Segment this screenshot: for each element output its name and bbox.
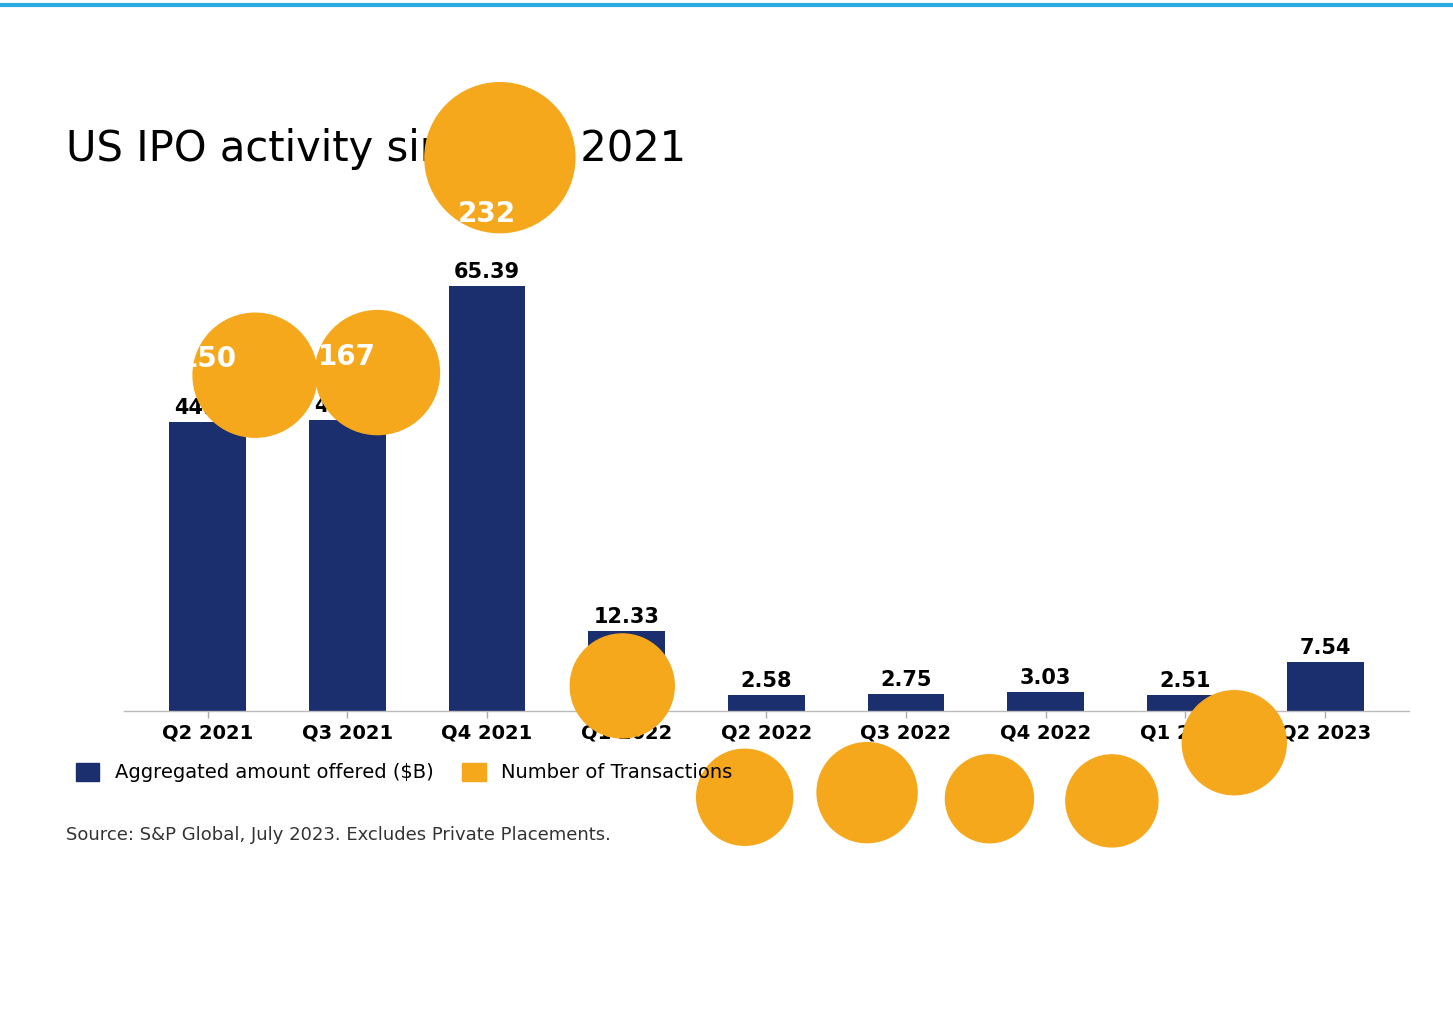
Bar [867, 694, 944, 711]
Circle shape [315, 311, 439, 434]
Legend: Aggregated amount offered ($B), Number of Transactions: Aggregated amount offered ($B), Number o… [76, 763, 732, 783]
Text: 30: 30 [886, 622, 926, 650]
Text: 2.51: 2.51 [1159, 672, 1212, 691]
Text: 22: 22 [1167, 627, 1205, 655]
Text: 44.51: 44.51 [174, 397, 241, 418]
Circle shape [817, 743, 917, 843]
Text: 19: 19 [1026, 626, 1065, 653]
Text: 22: 22 [1306, 589, 1344, 616]
Bar [588, 631, 665, 711]
Text: 2.75: 2.75 [881, 669, 931, 690]
Text: 44.78: 44.78 [314, 396, 381, 416]
Text: 2.58: 2.58 [741, 671, 792, 691]
Bar [449, 285, 526, 711]
Text: 27: 27 [747, 625, 786, 653]
Text: 232: 232 [458, 200, 516, 228]
Bar [169, 422, 246, 711]
Circle shape [424, 83, 575, 232]
Text: 150: 150 [179, 344, 237, 373]
Circle shape [1183, 691, 1286, 795]
Bar [309, 420, 385, 711]
Bar [1007, 692, 1084, 711]
Circle shape [696, 749, 793, 845]
Text: 3.03: 3.03 [1020, 667, 1071, 688]
Circle shape [1067, 755, 1158, 847]
Text: 12.33: 12.33 [594, 607, 660, 628]
Text: US IPO activity since Q2 2021: US IPO activity since Q2 2021 [65, 128, 686, 170]
Circle shape [193, 313, 317, 437]
Text: 71: 71 [607, 551, 647, 579]
Text: 167: 167 [318, 342, 376, 371]
Circle shape [570, 634, 674, 738]
Bar [728, 695, 805, 711]
Bar [1146, 695, 1223, 711]
Bar [1287, 662, 1363, 711]
Text: 65.39: 65.39 [453, 262, 520, 282]
Circle shape [946, 755, 1033, 843]
Text: 7.54: 7.54 [1299, 639, 1351, 658]
Text: Source: S&P Global, July 2023. Excludes Private Placements.: Source: S&P Global, July 2023. Excludes … [65, 826, 610, 844]
